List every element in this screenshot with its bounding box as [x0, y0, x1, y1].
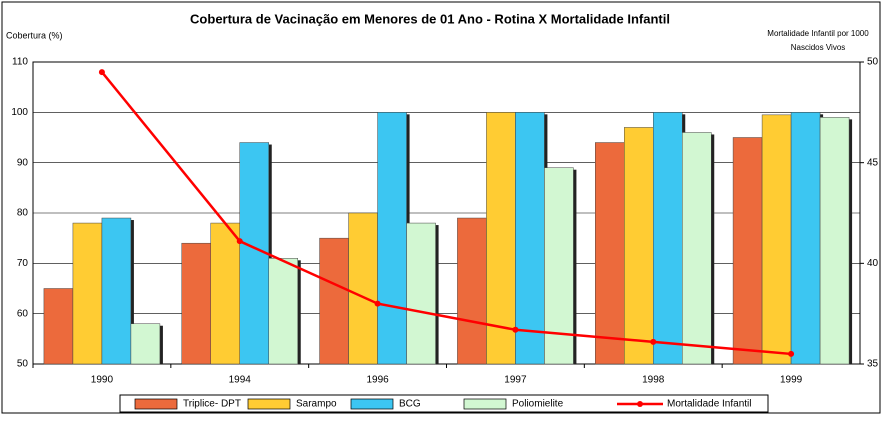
- bar: [653, 112, 683, 365]
- y-tick-label: 70: [17, 258, 29, 269]
- bar: [682, 132, 712, 365]
- bar: [457, 217, 487, 365]
- legend-label: Mortalidade Infantil: [667, 399, 752, 410]
- y2-axis-label: Nascidos Vivos: [791, 43, 846, 52]
- y-tick-label: 60: [17, 308, 29, 319]
- x-tick-label: 1990: [91, 375, 114, 386]
- bar: [406, 222, 436, 365]
- y2-axis-label: Mortalidade Infantil por 1000: [767, 29, 869, 38]
- y2-tick-label: 50: [867, 57, 879, 68]
- bar: [101, 217, 132, 365]
- y2-tick-label: 45: [867, 157, 879, 168]
- bar: [790, 112, 821, 365]
- bar: [181, 242, 211, 365]
- bar: [515, 112, 545, 365]
- line: [100, 71, 792, 356]
- bar: [377, 112, 407, 365]
- legend-label: BCG: [399, 399, 421, 410]
- legend-swatch: [247, 398, 291, 410]
- y2-tick-label: 35: [867, 359, 879, 370]
- bar: [544, 167, 574, 365]
- y-tick-label: 100: [11, 107, 28, 118]
- line-marker: [650, 338, 657, 345]
- y2-tick-label: 40: [867, 258, 879, 269]
- y-tick-label: 110: [12, 57, 28, 68]
- y-tick-label: 90: [17, 157, 29, 168]
- legend-label: Sarampo: [296, 399, 337, 410]
- legend-swatch: [134, 398, 178, 410]
- bar: [761, 114, 792, 365]
- y-tick-label: 80: [17, 208, 29, 219]
- bar: [624, 127, 654, 365]
- x-tick-label: 1996: [366, 375, 389, 386]
- legend-marker: [637, 401, 643, 407]
- line-marker: [236, 238, 243, 245]
- x-tick-label: 1994: [229, 375, 252, 386]
- bar: [268, 258, 298, 365]
- bar: [319, 237, 349, 365]
- bar: [130, 323, 161, 365]
- line-marker: [788, 350, 795, 357]
- bar: [819, 117, 850, 365]
- bar: [210, 222, 240, 365]
- bar: [348, 212, 378, 365]
- legend-swatch: [350, 398, 394, 410]
- line-marker: [512, 326, 519, 333]
- bar: [43, 288, 74, 365]
- x-tick-label: 1997: [504, 375, 527, 386]
- legend-label: Triplice- DPT: [183, 399, 241, 410]
- bar: [72, 222, 103, 365]
- x-tick-label: 1998: [642, 375, 665, 386]
- line-marker: [98, 69, 105, 76]
- y-axis-label: Cobertura (%): [6, 30, 63, 40]
- x-tick-label: 1999: [780, 375, 803, 386]
- legend-label: Poliomielite: [512, 399, 564, 410]
- legend-swatch: [463, 398, 507, 410]
- line-marker: [374, 300, 381, 307]
- y-tick-label: 50: [17, 359, 29, 370]
- bar: [732, 137, 763, 365]
- bar: [595, 142, 625, 365]
- chart-title: Cobertura de Vacinação em Menores de 01 …: [190, 11, 670, 26]
